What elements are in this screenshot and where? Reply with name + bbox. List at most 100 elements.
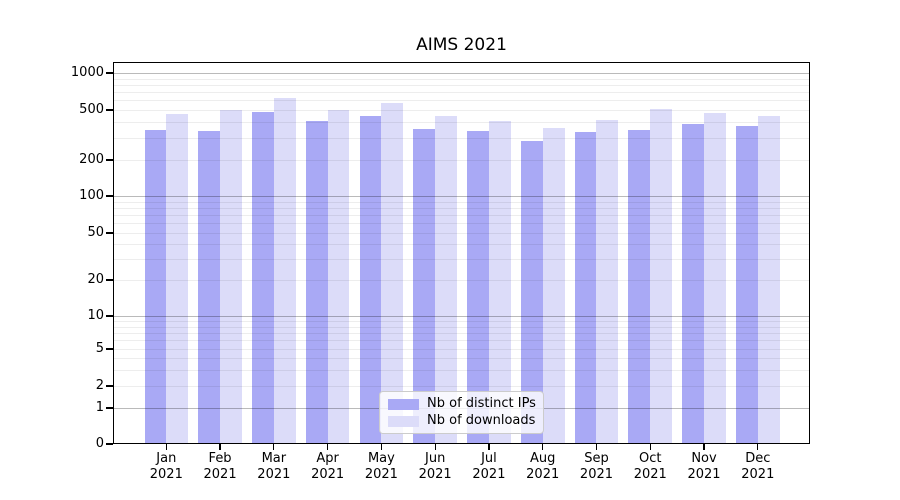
y-tick-label: 20	[87, 272, 104, 287]
gridline-minor	[113, 340, 810, 342]
y-tick-mark	[106, 72, 113, 74]
legend-label: Nb of distinct IPs	[427, 396, 536, 411]
bar-downloads-jun	[435, 115, 457, 444]
y-tick-mark	[106, 279, 113, 281]
legend-item: Nb of downloads	[380, 414, 543, 428]
gridline-minor	[113, 137, 810, 139]
gridline-minor	[113, 369, 810, 371]
gridline-minor	[113, 349, 810, 350]
x-tick-label-aug: Aug 2021	[526, 451, 560, 482]
y-tick-mark	[106, 385, 113, 387]
bar-distinct-ips-oct	[628, 130, 651, 444]
y-tick-label: 1000	[70, 65, 104, 80]
x-tick-mark	[380, 444, 383, 450]
gridline-minor	[113, 92, 810, 94]
legend: Nb of distinct IPs Nb of downloads	[379, 391, 544, 434]
bar-downloads-apr	[327, 110, 350, 444]
gridline-minor	[113, 122, 810, 124]
bar-downloads-aug	[542, 127, 565, 444]
x-tick-label-apr: Apr 2021	[311, 451, 345, 482]
x-tick-label-may: May 2021	[364, 451, 398, 482]
x-tick-label-jan: Jan 2021	[149, 451, 183, 482]
x-tick-label-nov: Nov 2021	[687, 451, 721, 482]
y-tick-label: 10	[87, 308, 104, 323]
bar-downloads-feb	[220, 110, 242, 444]
gridline-minor	[113, 358, 810, 359]
legend-swatch-downloads	[388, 415, 419, 427]
x-tick-mark	[326, 444, 329, 450]
gridline-minor	[113, 386, 810, 387]
gridline-minor	[113, 110, 810, 111]
bar-distinct-ips-jul	[467, 131, 489, 444]
legend-item: Nb of distinct IPs	[380, 397, 543, 411]
y-tick-label: 50	[87, 225, 104, 240]
y-tick-mark	[106, 315, 113, 317]
gridline-minor	[113, 215, 810, 217]
bar-downloads-jan	[166, 113, 189, 444]
gridline-major	[113, 73, 810, 74]
legend-label: Nb of downloads	[427, 413, 536, 428]
x-tick-mark	[219, 444, 221, 450]
gridline-minor	[113, 280, 810, 281]
y-tick-label: 200	[79, 152, 104, 167]
chart-title: AIMS 2021	[416, 35, 507, 55]
gridline-minor	[113, 233, 810, 234]
y-tick-label: 2	[95, 378, 104, 393]
y-tick-mark	[106, 232, 113, 234]
bar-distinct-ips-may	[359, 116, 382, 444]
y-tick-mark	[106, 443, 113, 445]
x-tick-mark	[703, 444, 705, 450]
gridline-major	[113, 196, 810, 197]
bar-downloads-dec	[757, 116, 780, 444]
gridline-minor	[113, 259, 810, 261]
bar-downloads-oct	[650, 108, 673, 444]
x-tick-label-jun: Jun 2021	[418, 451, 452, 482]
bar-distinct-ips-dec	[736, 126, 758, 444]
bar-distinct-ips-feb	[198, 131, 221, 444]
y-tick-label: 500	[79, 102, 104, 117]
y-tick-mark	[106, 407, 113, 409]
y-tick-mark	[106, 195, 113, 197]
x-tick-mark	[273, 444, 275, 450]
bar-distinct-ips-apr	[305, 121, 328, 444]
gridline-minor	[113, 100, 810, 102]
bar-downloads-sep	[596, 119, 619, 444]
y-tick-mark	[106, 348, 113, 350]
legend-swatch-distinct-ips	[388, 398, 419, 410]
y-tick-mark	[106, 109, 113, 111]
gridline-minor	[113, 244, 810, 246]
bar-distinct-ips-jan	[144, 130, 167, 444]
x-tick-mark	[757, 444, 759, 450]
y-tick-label: 0	[95, 436, 104, 451]
y-tick-mark	[106, 159, 113, 161]
plot-area	[113, 62, 810, 444]
x-tick-label-dec: Dec 2021	[741, 451, 775, 482]
x-tick-label-feb: Feb 2021	[203, 451, 237, 482]
x-tick-label-mar: Mar 2021	[257, 451, 291, 482]
bar-downloads-may	[381, 103, 404, 444]
bar-downloads-mar	[273, 97, 296, 444]
gridline-minor	[113, 332, 810, 334]
x-tick-mark	[649, 444, 651, 450]
x-tick-label-sep: Sep 2021	[579, 451, 614, 482]
gridline-minor	[113, 321, 810, 323]
gridline-minor	[113, 160, 810, 161]
bar-downloads-nov	[704, 112, 726, 444]
x-tick-label-jul: Jul 2021	[472, 451, 506, 482]
bar-distinct-ips-nov	[682, 123, 705, 444]
bar-distinct-ips-jun	[413, 129, 436, 444]
x-tick-mark	[165, 444, 167, 450]
bar-distinct-ips-sep	[574, 131, 597, 444]
x-tick-mark	[488, 444, 490, 450]
x-tick-mark	[595, 444, 598, 450]
gridline-minor	[113, 78, 810, 80]
gridline-minor	[113, 223, 810, 225]
y-tick-label: 100	[79, 188, 104, 203]
gridline-minor	[113, 201, 810, 203]
gridline-major	[113, 316, 810, 317]
y-tick-label: 1	[95, 400, 104, 415]
gridline-minor	[113, 207, 810, 209]
x-tick-mark	[542, 444, 544, 450]
y-tick-label: 5	[95, 341, 104, 356]
